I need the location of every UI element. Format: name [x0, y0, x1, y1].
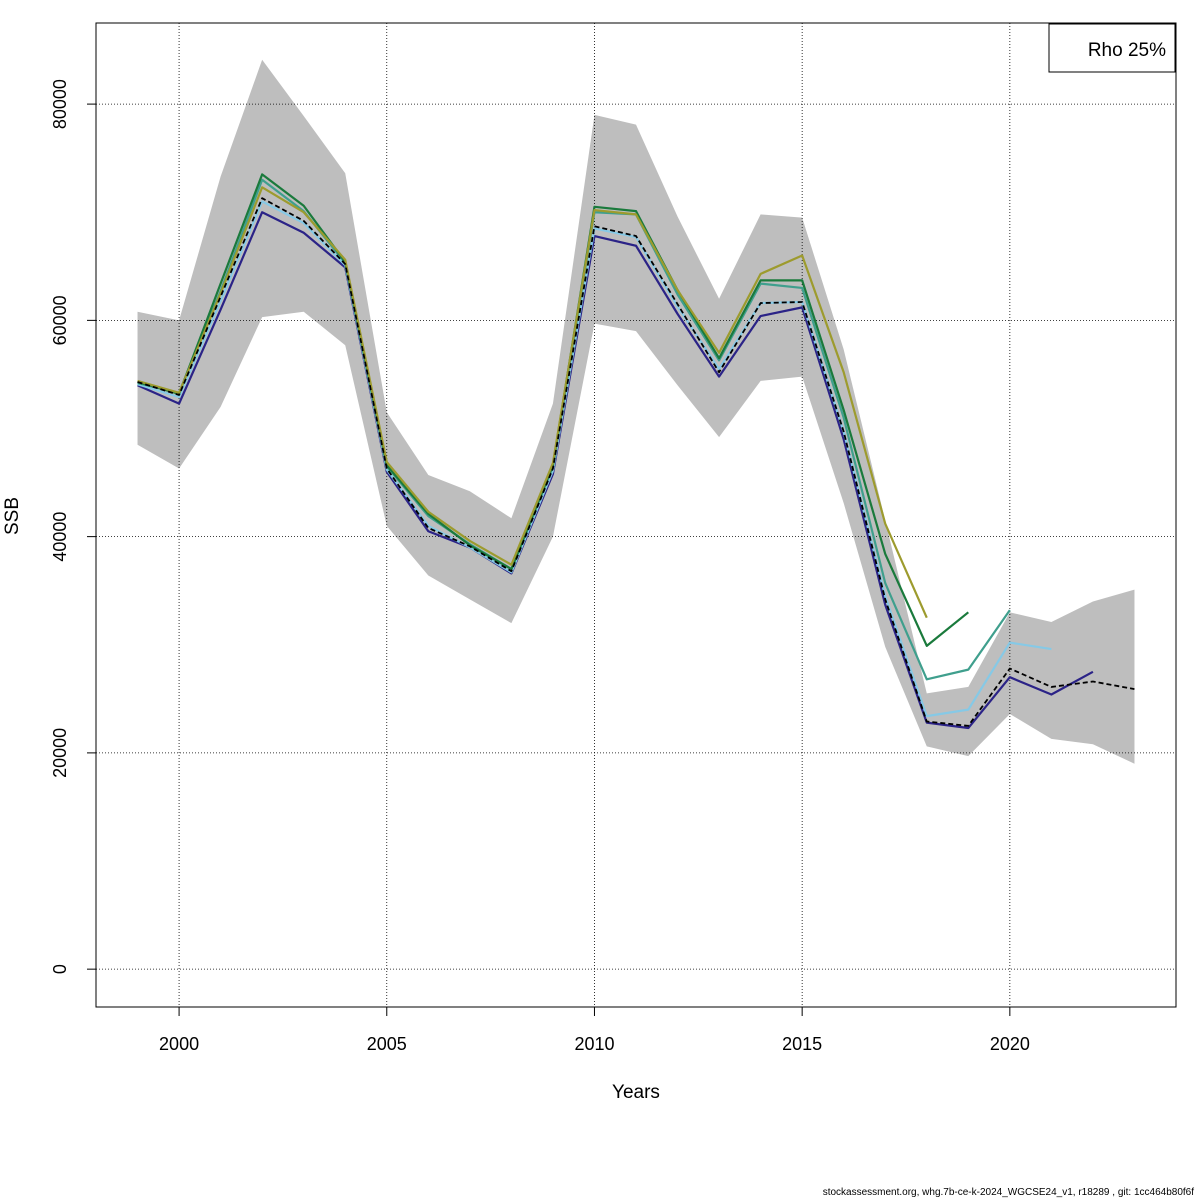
series-line-base [137, 197, 1135, 727]
series-line-peel-2 [137, 200, 1052, 718]
gridlines [96, 23, 1176, 1007]
x-axis-title: Years [612, 1082, 660, 1103]
x-tick-label-2010: 2010 [574, 1034, 614, 1054]
series-line-peel-1 [137, 211, 1094, 730]
y-axis-title: SSB [2, 497, 23, 535]
confidence-band [137, 59, 1135, 764]
axes: 2000 2005 2010 2015 2020 0 20000 40000 60000 8000… [50, 79, 1030, 1054]
y-tick-label-80000: 80000 [50, 79, 70, 129]
y-tick-label-0: 0 [50, 964, 70, 974]
footer-credit: stockassessment.org, whg.7b-ce-k-2024_WG… [822, 1187, 1194, 1198]
y-tick-label-20000: 20000 [50, 728, 70, 778]
y-tick-label-60000: 60000 [50, 295, 70, 345]
legend-text: Rho 25% [1088, 40, 1166, 61]
x-tick-label-2005: 2005 [367, 1034, 407, 1054]
x-tick-label-2020: 2020 [990, 1034, 1030, 1054]
series-line-peel-5 [137, 186, 928, 619]
x-tick-label-2000: 2000 [159, 1034, 199, 1054]
y-tick-label-40000: 40000 [50, 512, 70, 562]
confidence-band-layer [137, 59, 1135, 764]
series-layer [137, 173, 1135, 730]
x-tick-label-2015: 2015 [782, 1034, 822, 1054]
legend: Rho 25% [1048, 23, 1176, 73]
legend-box [1048, 23, 1176, 73]
